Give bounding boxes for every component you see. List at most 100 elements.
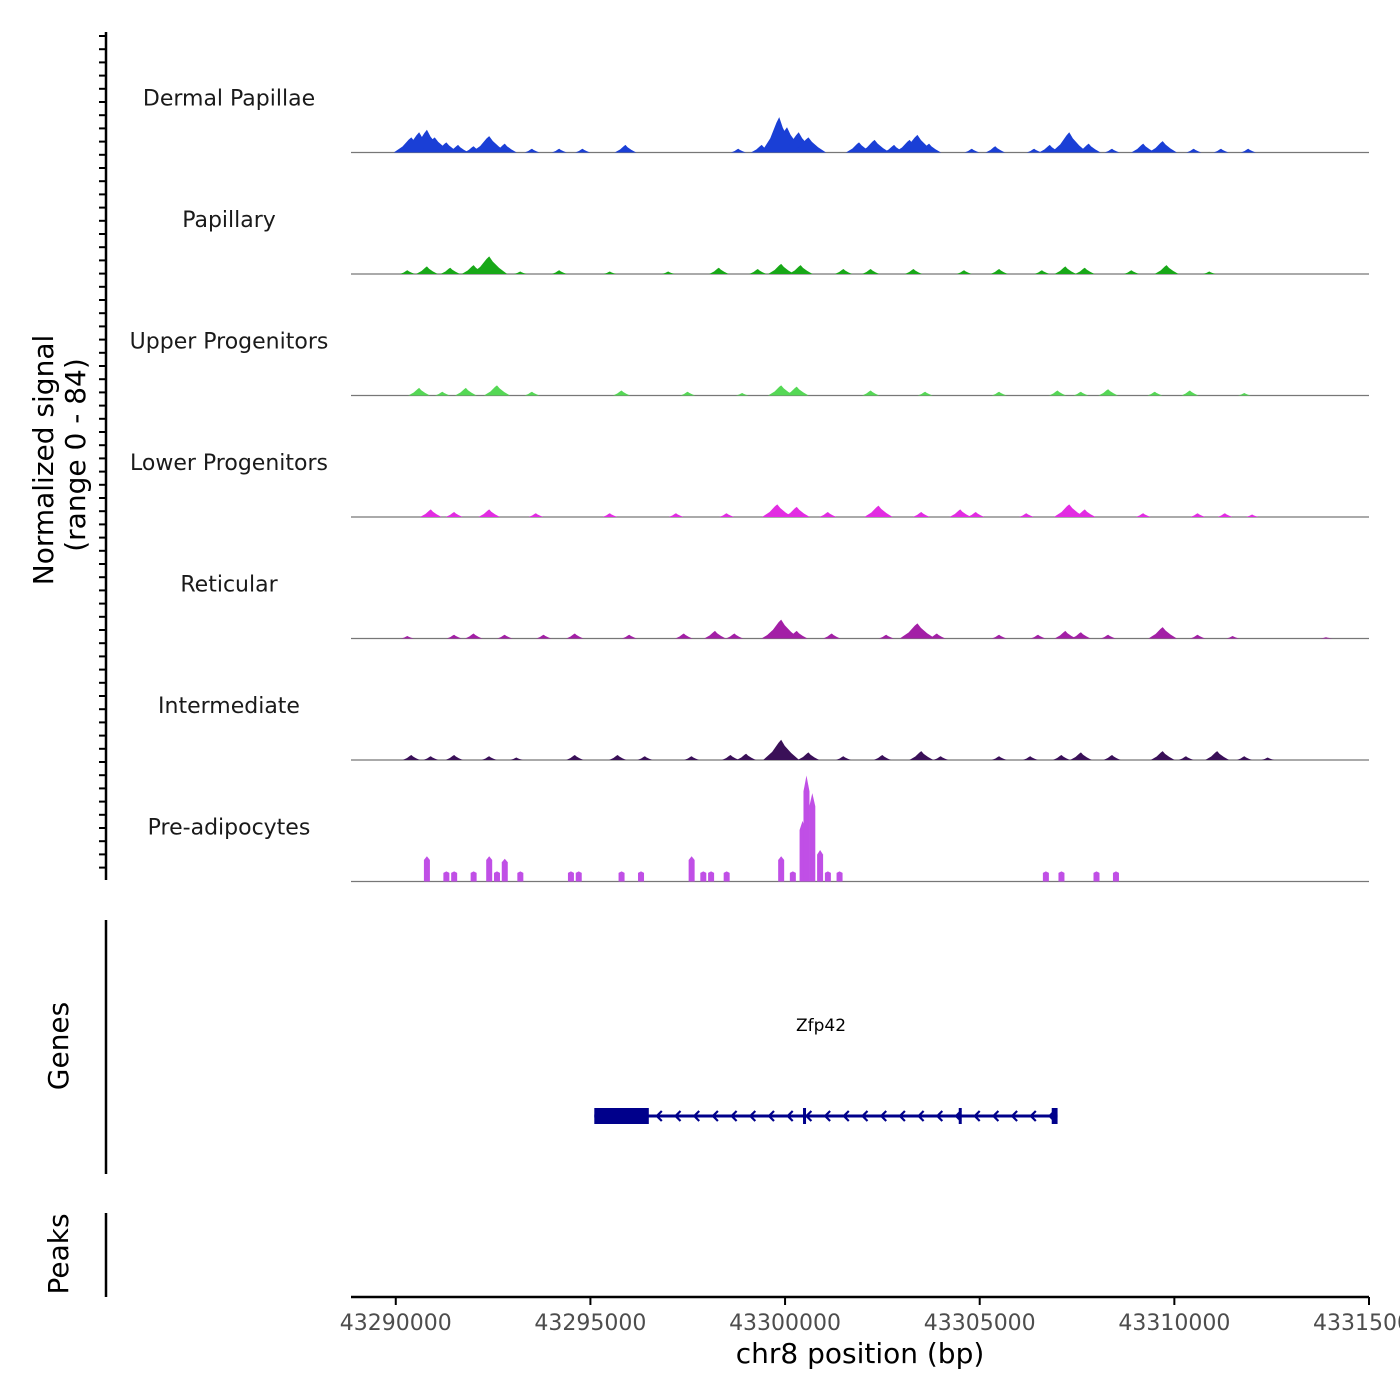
signal-peak: [435, 391, 450, 396]
signal-peak: [1237, 756, 1252, 760]
signal-peak: [1054, 630, 1077, 639]
signal-peak: [510, 757, 523, 760]
signal-peak: [402, 754, 420, 760]
strand-arrow: [1047, 1110, 1056, 1122]
signal-peak: [1098, 389, 1118, 396]
signal-peak: [603, 271, 617, 274]
signal-peak: [1203, 271, 1216, 274]
signal-peak: [575, 148, 591, 153]
signal-peak: [492, 143, 517, 153]
signal-peak: [684, 756, 700, 760]
signal-peak: [447, 144, 469, 153]
signal-peak: [836, 871, 843, 882]
signal-peak: [637, 756, 653, 760]
signal-peak: [708, 871, 715, 882]
signal-peak: [1053, 504, 1085, 517]
signal-peak: [575, 871, 582, 882]
signal-peak: [761, 504, 793, 517]
signal-peak: [675, 633, 693, 639]
strand-arrow: [823, 1110, 831, 1122]
signal-peak: [878, 634, 894, 639]
signal-peak: [1135, 513, 1151, 517]
signal-peak: [719, 513, 735, 517]
signal-peak: [613, 390, 631, 396]
signal-peak: [451, 871, 458, 882]
signal-tracks: Dermal Papillae Papillary Upper Progenitor…: [130, 87, 1369, 883]
signal-peak: [455, 387, 477, 396]
strand-arrow: [898, 1110, 906, 1122]
signal-peak: [1075, 267, 1095, 274]
signal-peak: [809, 793, 816, 882]
gene-label: Zfp42: [796, 1016, 846, 1036]
track-upper-progenitors: Upper Progenitors: [130, 330, 1369, 397]
signal-peak: [788, 265, 813, 274]
signal-peak: [1052, 754, 1071, 760]
signal-peak: [423, 856, 430, 882]
signal-peak: [566, 754, 584, 760]
signal-peak: [1019, 513, 1034, 517]
signal-peak: [621, 634, 637, 639]
signal-peak: [638, 871, 645, 882]
strand-arrow: [917, 1110, 925, 1122]
signal-peak: [990, 268, 1008, 274]
signal-peak: [528, 513, 544, 517]
track-label: Pre-adipocytes: [148, 816, 311, 841]
signal-peak: [864, 505, 893, 517]
track-lower-progenitors: Lower Progenitors: [130, 451, 1369, 518]
strand-arrow: [730, 1110, 738, 1122]
track-label: Upper Progenitors: [130, 330, 329, 355]
signal-peak: [991, 634, 1007, 639]
signal-peak: [1186, 148, 1202, 153]
peaks-axis-title: Peaks: [42, 1213, 75, 1294]
signal-peak: [1217, 513, 1233, 517]
signal-peak: [470, 871, 477, 882]
track-dermal-papillae: Dermal Papillae: [143, 87, 1369, 154]
signal-peak: [803, 775, 810, 882]
strand-arrow: [748, 1110, 757, 1122]
signal-peak: [991, 756, 1007, 760]
signal-peak: [1148, 627, 1177, 639]
signal-peak: [949, 509, 972, 517]
signal-peak: [873, 754, 891, 760]
genes-axis-title: Genes: [42, 1002, 75, 1090]
signal-peak: [749, 268, 767, 274]
strand-arrow: [692, 1110, 700, 1122]
signal-peak: [400, 270, 415, 274]
x-tick-label: 43305000: [924, 1311, 1036, 1336]
strand-arrow: [1029, 1110, 1037, 1122]
signal-peak: [602, 513, 618, 517]
signal-peak: [1261, 757, 1275, 760]
signal-peak: [1181, 390, 1199, 396]
track-intermediate: Intermediate: [158, 694, 1369, 761]
signal-peak: [1240, 148, 1256, 153]
signal-peak: [1051, 132, 1088, 153]
x-axis-title: chr8 position (bp): [736, 1337, 985, 1370]
signal-peak: [1034, 270, 1050, 274]
signal-peak: [1213, 148, 1229, 153]
signal-peak: [1190, 513, 1206, 517]
strand-arrow: [860, 1110, 869, 1122]
signal-peak: [928, 633, 946, 639]
signal-peak: [401, 635, 414, 639]
signal-peak: [1100, 634, 1116, 639]
signal-peak: [763, 619, 800, 639]
signal-peak: [1131, 143, 1156, 153]
signal-peak: [768, 263, 795, 274]
signal-peak: [1320, 637, 1333, 639]
signal-peak: [862, 268, 880, 274]
signal-peak: [481, 756, 497, 760]
x-axis-ticks: 43290000 43295000 43300000 43305000 43310000…: [340, 1297, 1400, 1336]
signal-peak: [964, 148, 980, 153]
signal-peak: [819, 511, 837, 517]
x-tick-label: 43295000: [534, 1311, 646, 1336]
signal-peak: [1073, 391, 1089, 396]
y-axis-title-line1: Normalized signal: [27, 335, 60, 586]
signal-peak: [614, 144, 637, 153]
signal-peak: [1190, 634, 1206, 639]
signal-peak: [1070, 752, 1092, 760]
signal-peak: [834, 268, 852, 274]
signal-peak: [985, 146, 1005, 153]
signal-peak: [1226, 635, 1240, 639]
signal-peak: [1049, 390, 1067, 396]
signal-peak: [956, 270, 972, 274]
